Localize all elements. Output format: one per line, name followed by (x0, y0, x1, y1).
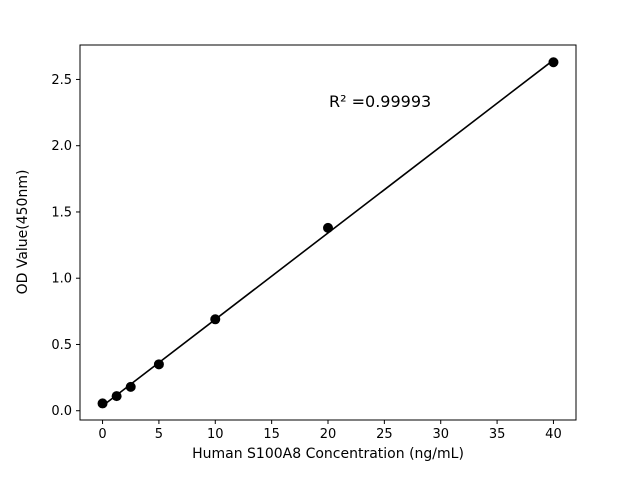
y-tick-label: 0.5 (51, 338, 72, 353)
y-tick-label: 1.0 (51, 272, 72, 287)
data-point (323, 222, 333, 233)
data-point (111, 391, 122, 402)
x-tick-label: 35 (489, 427, 506, 442)
x-tick-label: 40 (545, 427, 562, 442)
x-tick-label: 15 (263, 427, 280, 442)
x-axis-label: Human S100A8 Concentration (ng/mL) (192, 446, 464, 462)
fit-line (102, 59, 554, 407)
plot-area: 0 5 10 15 20 25 30 35 40 0.0 0.5 1.0 1.5 2.0 2.5 (51, 44, 577, 442)
x-tick-label: 30 (432, 427, 449, 442)
x-tick-label: 25 (376, 427, 393, 442)
x-tick-label: 20 (320, 427, 337, 442)
y-tick-label: 2.0 (51, 139, 72, 154)
y-tick-label: 1.5 (51, 205, 72, 220)
data-point (97, 398, 108, 409)
x-tick-label: 5 (155, 427, 163, 442)
x-tick-label: 10 (207, 427, 224, 442)
x-tick-label: 0 (98, 427, 106, 442)
data-point (210, 314, 221, 325)
data-point (125, 381, 136, 392)
y-tick-label: 0.0 (51, 404, 72, 419)
data-point (153, 359, 164, 370)
y-tick-label: 2.5 (51, 73, 72, 88)
r-squared-annotation: R² =0.99993 (329, 92, 431, 111)
data-point (548, 57, 559, 68)
y-axis-label: OD Value(450nm) (15, 170, 31, 295)
